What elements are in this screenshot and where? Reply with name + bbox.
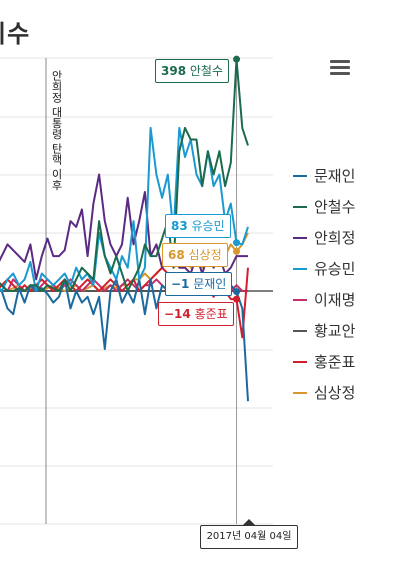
legend-label: 유승민 (314, 260, 356, 278)
tooltip-label: 문재인 (189, 277, 227, 291)
hover-point (233, 288, 241, 296)
tooltip-value: 68 (168, 248, 185, 262)
legend-item[interactable]: 이재명 (293, 289, 393, 309)
date-tooltip-arrow (243, 519, 255, 525)
tooltip-label: 안철수 (186, 64, 223, 78)
legend-label: 안철수 (314, 198, 356, 216)
series-line-2[interactable] (0, 58, 249, 292)
hover-point (233, 247, 241, 255)
legend-item[interactable]: 안철수 (293, 196, 393, 216)
legend-item[interactable]: 문재인 (293, 165, 393, 185)
tooltip-label: 유승민 (187, 219, 225, 233)
legend-label: 이재명 (314, 291, 356, 309)
tooltip-label: 홍준표 (190, 307, 228, 321)
series-lines (0, 58, 249, 402)
hover-point (233, 55, 241, 63)
legend-swatch (293, 392, 307, 394)
legend-item[interactable]: 안희정 (293, 227, 393, 247)
series-tooltip: 68 심상정 (162, 243, 228, 267)
hamburger-menu-icon-bar (330, 72, 350, 75)
legend-label: 심상정 (314, 384, 356, 402)
page-title: 지수 (0, 20, 31, 48)
series-tooltip: 83 유승민 (165, 214, 231, 238)
chart-menu-button[interactable] (330, 60, 350, 78)
tooltip-value: 83 (171, 219, 188, 233)
tooltip-value: −1 (171, 277, 190, 291)
legend-item[interactable]: 황교안 (293, 320, 393, 340)
hamburger-menu-icon (330, 60, 350, 63)
tooltip-value: −14 (164, 307, 191, 321)
legend-label: 황교안 (314, 322, 356, 340)
legend-swatch (293, 361, 307, 363)
legend-swatch (293, 206, 307, 208)
legend-swatch (293, 175, 307, 177)
series-tooltip: 398 안철수 (155, 59, 229, 83)
date-tooltip: 2017년 04월 04일 (200, 525, 298, 549)
hamburger-menu-icon-bar (330, 66, 350, 69)
hover-markers (233, 55, 241, 303)
series-tooltip: −1 문재인 (165, 272, 233, 296)
legend-label: 안희정 (314, 229, 356, 247)
legend-item[interactable]: 심상정 (293, 382, 393, 402)
legend-label: 홍준표 (314, 353, 356, 371)
hover-point (233, 239, 241, 247)
legend-item[interactable]: 홍준표 (293, 351, 393, 371)
tooltip-value: 398 (161, 64, 187, 78)
series-line-1[interactable] (0, 278, 249, 402)
tooltip-label: 심상정 (184, 248, 222, 262)
annotation-label: 안희정 대통령 탄핵 이후 (50, 70, 63, 191)
legend-swatch (293, 299, 307, 301)
series-tooltip: −14 홍준표 (158, 302, 234, 326)
legend-swatch (293, 330, 307, 332)
legend-label: 문재인 (314, 167, 356, 185)
hover-point (233, 295, 241, 303)
legend-item[interactable]: 유승민 (293, 258, 393, 278)
legend-swatch (293, 268, 307, 270)
legend-swatch (293, 237, 307, 239)
